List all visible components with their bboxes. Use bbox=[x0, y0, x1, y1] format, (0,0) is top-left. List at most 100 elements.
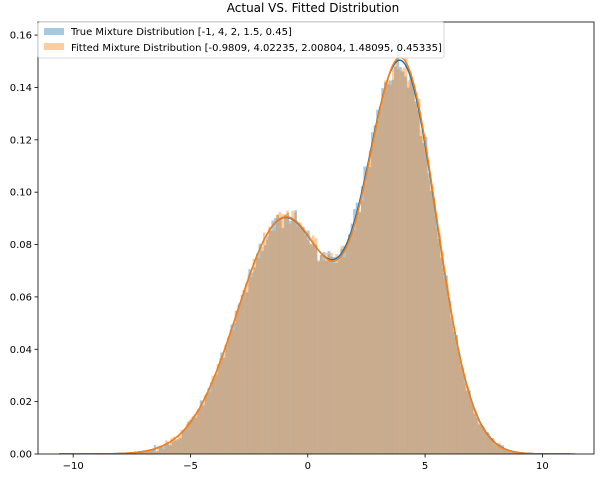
histogram-bar bbox=[368, 166, 372, 454]
histogram-bar bbox=[350, 223, 354, 454]
histogram-bar bbox=[258, 243, 262, 454]
histogram-bar bbox=[238, 303, 241, 454]
histogram-bar bbox=[412, 84, 416, 454]
x-axis: −10 −5 0 5 10 bbox=[63, 454, 549, 472]
histogram-bar bbox=[220, 352, 223, 454]
histogram-bar bbox=[327, 254, 331, 454]
histogram-bar bbox=[207, 388, 210, 454]
histogram-bar bbox=[487, 433, 491, 454]
histogram-bar bbox=[162, 449, 165, 454]
histogram-bar bbox=[226, 337, 230, 454]
histogram-bar bbox=[299, 227, 303, 454]
histogram-bar bbox=[482, 426, 485, 454]
histogram-bar bbox=[422, 134, 426, 454]
histogram-bar bbox=[332, 256, 336, 454]
histogram-bar bbox=[448, 301, 452, 454]
histogram-bar bbox=[276, 214, 280, 454]
histogram-bar bbox=[229, 329, 233, 454]
histogram-bar bbox=[477, 423, 480, 454]
histogram-bar bbox=[461, 368, 465, 454]
histogram-bar bbox=[358, 211, 362, 454]
histogram-bar bbox=[237, 304, 240, 454]
histogram-bar bbox=[296, 226, 300, 454]
x-tick-label: 5 bbox=[422, 461, 428, 472]
histogram-bar bbox=[383, 82, 387, 454]
histogram-bar bbox=[240, 295, 244, 454]
histogram-bar bbox=[141, 451, 145, 454]
histogram-bar bbox=[473, 413, 476, 454]
histogram-bar bbox=[410, 76, 413, 454]
histogram-bar bbox=[306, 240, 310, 454]
histogram-bar bbox=[252, 258, 256, 454]
histogram-bar bbox=[488, 436, 492, 454]
histogram-bar bbox=[379, 108, 382, 454]
histogram-bar bbox=[163, 444, 167, 454]
histogram-bar bbox=[455, 335, 459, 454]
histogram-bar bbox=[304, 230, 307, 454]
histogram-bar bbox=[361, 200, 364, 454]
histogram-bar bbox=[447, 298, 451, 454]
histogram-bar bbox=[458, 353, 461, 454]
histogram-bar bbox=[307, 230, 310, 454]
y-axis: 0.00 0.02 0.04 0.06 0.08 0.10 0.12 0.14 0.16 bbox=[10, 31, 38, 461]
histogram-bar bbox=[198, 408, 202, 454]
histogram-bar bbox=[301, 228, 305, 454]
histogram-bar bbox=[172, 436, 176, 454]
histogram-bar bbox=[510, 451, 514, 454]
histogram-bar bbox=[289, 220, 292, 454]
histogram-bar bbox=[366, 166, 369, 454]
histogram-bar bbox=[337, 257, 341, 454]
histogram-bar bbox=[216, 364, 220, 454]
density-curves bbox=[59, 56, 576, 454]
histogram-bar bbox=[266, 236, 269, 454]
histogram-bar bbox=[463, 374, 466, 454]
histogram-bar bbox=[221, 354, 225, 454]
histogram-bar bbox=[511, 451, 515, 454]
histogram-bar bbox=[401, 71, 405, 454]
histogram-bar bbox=[268, 230, 272, 454]
histogram-bar bbox=[212, 378, 216, 454]
histogram-bar bbox=[425, 151, 429, 454]
histogram-bar bbox=[284, 214, 287, 454]
histogram-bar bbox=[138, 451, 141, 454]
histogram-bar bbox=[500, 447, 503, 454]
histogram-bar bbox=[184, 427, 187, 454]
histogram-bar bbox=[495, 445, 498, 454]
histogram-bar bbox=[468, 390, 471, 454]
histogram-bar bbox=[417, 109, 420, 454]
histogram-bar bbox=[319, 254, 323, 454]
histogram-bar bbox=[161, 446, 164, 454]
histogram-bar bbox=[460, 366, 464, 454]
histogram-bar bbox=[213, 374, 217, 454]
histogram-bar bbox=[397, 69, 400, 454]
histogram-bar bbox=[443, 277, 447, 454]
histogram-bar bbox=[257, 258, 261, 454]
histogram-bar bbox=[505, 449, 509, 454]
histogram-bar bbox=[469, 398, 473, 454]
histogram-bar bbox=[171, 441, 175, 454]
histogram-bar bbox=[312, 235, 315, 454]
histogram-bar bbox=[483, 429, 487, 454]
histogram-bar bbox=[441, 250, 444, 454]
y-tick-label: 0.04 bbox=[10, 345, 32, 356]
histogram-bar bbox=[182, 430, 186, 454]
y-tick-label: 0.08 bbox=[10, 240, 32, 251]
histogram-bar bbox=[158, 447, 162, 454]
histogram-bar bbox=[151, 449, 154, 454]
histogram-bar bbox=[149, 449, 153, 454]
histogram-bar bbox=[474, 410, 478, 454]
histogram-bar bbox=[286, 210, 289, 454]
histogram-bar bbox=[496, 443, 499, 454]
histogram-bar bbox=[342, 245, 346, 454]
histogram-bar bbox=[253, 267, 257, 454]
histogram-bar bbox=[188, 420, 191, 454]
histogram-bar bbox=[314, 238, 318, 454]
histogram-bar bbox=[355, 202, 359, 454]
histogram-bar bbox=[189, 419, 193, 454]
histogram-bar bbox=[432, 197, 436, 454]
y-tick-label: 0.06 bbox=[10, 292, 32, 303]
histogram-bar bbox=[475, 417, 479, 454]
histogram-bar bbox=[317, 259, 320, 454]
histogram-bar bbox=[492, 439, 496, 454]
histogram-bar bbox=[260, 246, 263, 454]
